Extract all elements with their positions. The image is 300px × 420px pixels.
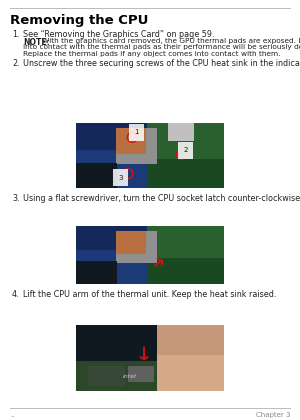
Text: 3.: 3.	[12, 194, 20, 203]
Text: 1: 1	[134, 129, 139, 135]
Text: Unscrew the three securing screws of the CPU heat sink in the indicated order: 3: Unscrew the three securing screws of the…	[23, 59, 300, 68]
Text: 2.: 2.	[12, 59, 20, 68]
Text: With the graphics card removed, the GPU thermal pads are exposed. Do not allow a: With the graphics card removed, the GPU …	[42, 38, 300, 44]
Bar	[76, 261, 117, 284]
Bar	[76, 163, 117, 188]
Bar	[168, 123, 194, 141]
Bar	[76, 325, 158, 361]
Text: Chapter 3: Chapter 3	[256, 412, 290, 418]
Bar	[76, 325, 158, 391]
Bar	[76, 361, 158, 391]
Bar	[76, 226, 147, 250]
Bar	[76, 123, 147, 150]
Text: 4.: 4.	[12, 290, 20, 299]
Text: Removing the CPU: Removing the CPU	[10, 14, 148, 27]
Text: 1.: 1.	[12, 30, 20, 39]
Bar	[116, 128, 158, 164]
Bar	[88, 366, 125, 386]
Text: See “Removing the Graphics Card” on page 59.: See “Removing the Graphics Card” on page…	[23, 30, 214, 39]
Text: ..: ..	[10, 412, 14, 418]
Bar	[116, 128, 146, 154]
Bar	[76, 123, 147, 188]
Text: 2: 2	[183, 147, 188, 153]
Bar	[76, 226, 147, 284]
Bar	[116, 231, 158, 262]
Text: Replace the thermal pads if any object comes into contact with them.: Replace the thermal pads if any object c…	[23, 51, 281, 57]
Text: intel: intel	[122, 374, 136, 379]
Bar	[128, 366, 154, 383]
Bar	[76, 226, 224, 284]
Text: NOTE:: NOTE:	[23, 38, 50, 47]
Text: into contact with the thermal pads as their performance will be seriously degrad: into contact with the thermal pads as th…	[23, 45, 300, 50]
Bar	[147, 258, 224, 284]
Bar	[147, 226, 224, 284]
Bar	[76, 325, 224, 391]
Text: Using a flat screwdriver, turn the CPU socket latch counter-clockwise 180° to re: Using a flat screwdriver, turn the CPU s…	[23, 194, 300, 203]
Text: Lift the CPU arm of the thermal unit. Keep the heat sink raised.: Lift the CPU arm of the thermal unit. Ke…	[23, 290, 276, 299]
Bar	[147, 159, 224, 188]
Text: 3: 3	[118, 175, 123, 181]
Bar	[147, 123, 224, 188]
Bar	[76, 123, 224, 188]
Bar	[158, 325, 224, 355]
Bar	[116, 231, 146, 254]
Bar	[158, 325, 224, 391]
